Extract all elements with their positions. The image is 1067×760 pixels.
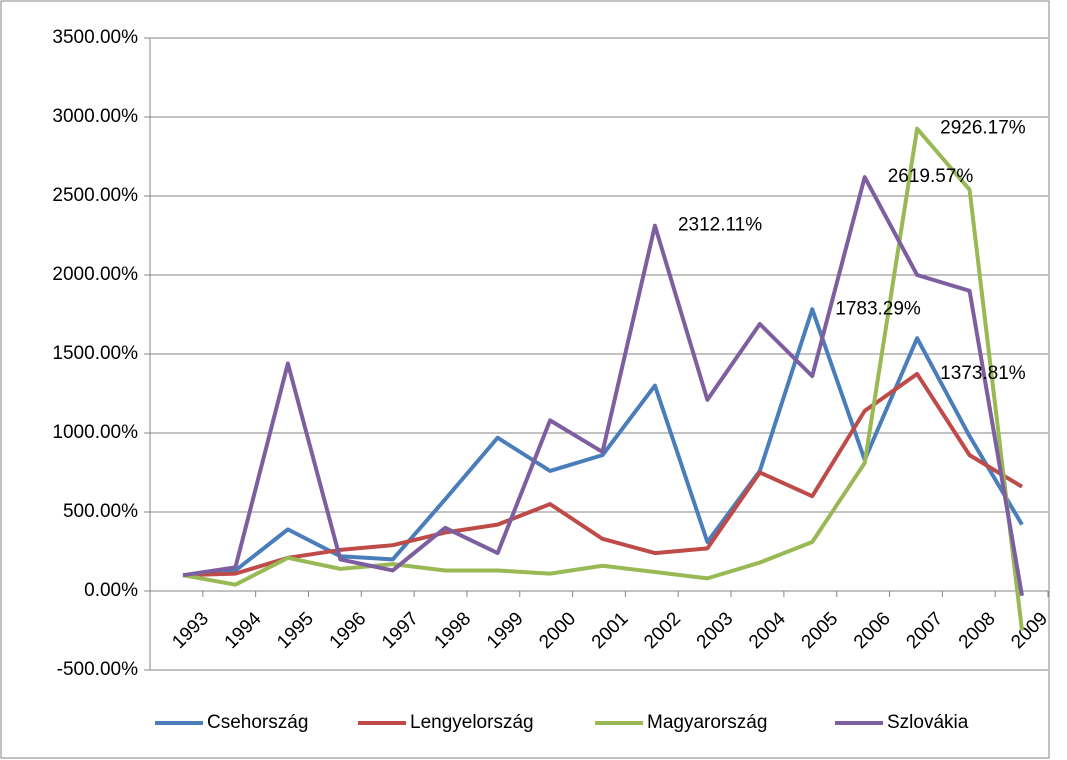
legend-label: Csehország (207, 712, 308, 733)
y-tick-label: 3500.00% (52, 27, 138, 48)
series-line (182, 175, 1024, 597)
y-tick-label: 1000.00% (52, 422, 138, 443)
data-label: 1783.29% (835, 298, 921, 319)
series-line (182, 307, 1024, 578)
y-tick-label: 2500.00% (52, 185, 138, 206)
legend-label: Magyarország (647, 712, 767, 733)
y-tick-label: 1500.00% (52, 343, 138, 364)
series-line (182, 126, 1024, 631)
y-tick-label: 3000.00% (52, 106, 138, 127)
legend-label: Lengyelország (410, 712, 534, 733)
data-label: 2619.57% (888, 166, 974, 187)
y-tick-label: 0.00% (84, 580, 138, 601)
data-label: 1373.81% (940, 363, 1026, 384)
y-tick-label: 500.00% (63, 501, 138, 522)
data-label: 2926.17% (940, 118, 1026, 139)
y-tick-label: 2000.00% (52, 264, 138, 285)
legend-label: Szlovákia (887, 712, 969, 733)
series-line (182, 371, 1024, 578)
data-label: 2312.11% (678, 215, 762, 236)
y-tick-label: -500.00% (57, 659, 138, 680)
